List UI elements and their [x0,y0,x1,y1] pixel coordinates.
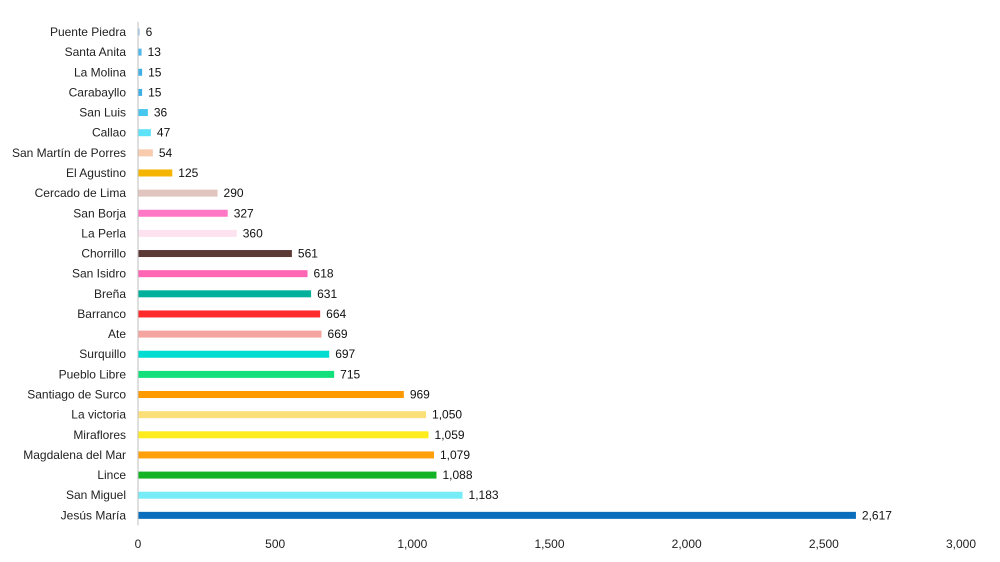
category-label-magdalena-del-mar: Magdalena del Mar [23,448,126,462]
bar-lince [138,471,437,479]
bar-cercado-de-lima [138,189,218,197]
category-label-puente-piedra: Puente Piedra [50,25,126,39]
bar-pueblo-libre [138,370,335,378]
bar-miraflores [138,431,429,439]
bar-santa-anita [138,48,142,56]
bar-el-agustino [138,169,173,177]
x-tick-label: 0 [135,537,142,551]
value-label-ate: 669 [328,327,348,341]
bar-puente-piedra [138,28,140,36]
category-label-la-victoria: La victoria [71,408,126,422]
value-label-la-perla: 360 [243,226,263,240]
bar-barranco [138,310,321,318]
category-label-jesus-maria: Jesús María [61,508,127,522]
category-label-santiago-de-surco: Santiago de Surco [27,388,126,402]
bar-surquillo [138,350,330,358]
value-label-santa-anita: 13 [148,45,162,59]
x-tick-label: 1,500 [534,537,564,551]
category-label-la-perla: La Perla [81,226,126,240]
category-label-el-agustino: El Agustino [66,166,126,180]
bar-san-isidro [138,270,308,278]
bar-san-miguel [138,491,463,499]
value-label-san-luis: 36 [154,106,168,120]
x-tick-label: 500 [265,537,285,551]
category-label-san-miguel: San Miguel [66,488,126,502]
value-label-callao: 47 [157,126,171,140]
value-label-brena: 631 [317,287,337,301]
category-label-san-luis: San Luis [79,106,126,120]
bar-callao [138,129,151,137]
category-label-ate: Ate [108,327,126,341]
bar-jesus-maria [138,511,856,519]
category-label-callao: Callao [92,126,126,140]
bar-ate [138,330,322,338]
x-tick-label: 3,000 [946,537,976,551]
value-label-chorrillo: 561 [298,247,318,261]
category-label-lince: Lince [97,468,126,482]
category-label-surquillo: Surquillo [79,347,126,361]
bar-brena [138,290,312,298]
category-label-santa-anita: Santa Anita [65,45,127,59]
category-label-pueblo-libre: Pueblo Libre [59,367,127,381]
bar-la-perla [138,229,237,237]
value-label-santiago-de-surco: 969 [410,388,430,402]
category-label-brena: Breña [94,287,126,301]
bar-magdalena-del-mar [138,451,435,459]
value-label-el-agustino: 125 [178,166,198,180]
bars-layer [138,28,856,519]
category-label-carabayllo: Carabayllo [69,85,127,99]
value-label-la-victoria: 1,050 [432,408,462,422]
value-label-cercado-de-lima: 290 [224,186,244,200]
bar-la-victoria [138,411,427,419]
bar-san-luis [138,109,148,117]
value-label-surquillo: 697 [335,347,355,361]
value-label-la-molina: 15 [148,65,162,79]
value-label-san-borja: 327 [234,206,254,220]
bar-carabayllo [138,88,143,96]
category-label-cercado-de-lima: Cercado de Lima [35,186,127,200]
bar-san-martin-de-porres [138,149,153,157]
category-label-chorrillo: Chorrillo [81,247,126,261]
value-label-carabayllo: 15 [148,85,162,99]
x-axis-ticks: 0 500 1,000 1,500 2,000 2,500 3,000 [135,537,977,551]
category-label-miraflores: Miraflores [73,428,126,442]
category-label-san-martin-de-porres: San Martín de Porres [12,146,126,160]
category-label-la-molina: La Molina [74,65,126,79]
value-label-pueblo-libre: 715 [340,367,360,381]
x-tick-label: 2,000 [672,537,702,551]
value-label-jesus-maria: 2,617 [862,508,892,522]
value-label-lince: 1,088 [442,468,472,482]
category-label-san-borja: San Borja [73,206,126,220]
x-tick-label: 1,000 [397,537,427,551]
value-label-san-isidro: 618 [314,267,334,281]
x-tick-label: 2,500 [809,537,839,551]
labels-layer: Puente Piedra 6 Santa Anita 13 La Molina 15 Ca… [12,25,892,522]
bar-la-molina [138,68,143,76]
value-label-magdalena-del-mar: 1,079 [440,448,470,462]
value-label-san-miguel: 1,183 [469,488,499,502]
category-label-san-isidro: San Isidro [72,267,126,281]
category-label-barranco: Barranco [77,307,126,321]
bar-san-borja [138,209,228,217]
value-label-miraflores: 1,059 [435,428,465,442]
value-label-barranco: 664 [326,307,346,321]
bar-chorrillo [138,250,292,258]
value-label-puente-piedra: 6 [146,25,153,39]
bar-santiago-de-surco [138,391,404,399]
value-label-san-martin-de-porres: 54 [159,146,173,160]
